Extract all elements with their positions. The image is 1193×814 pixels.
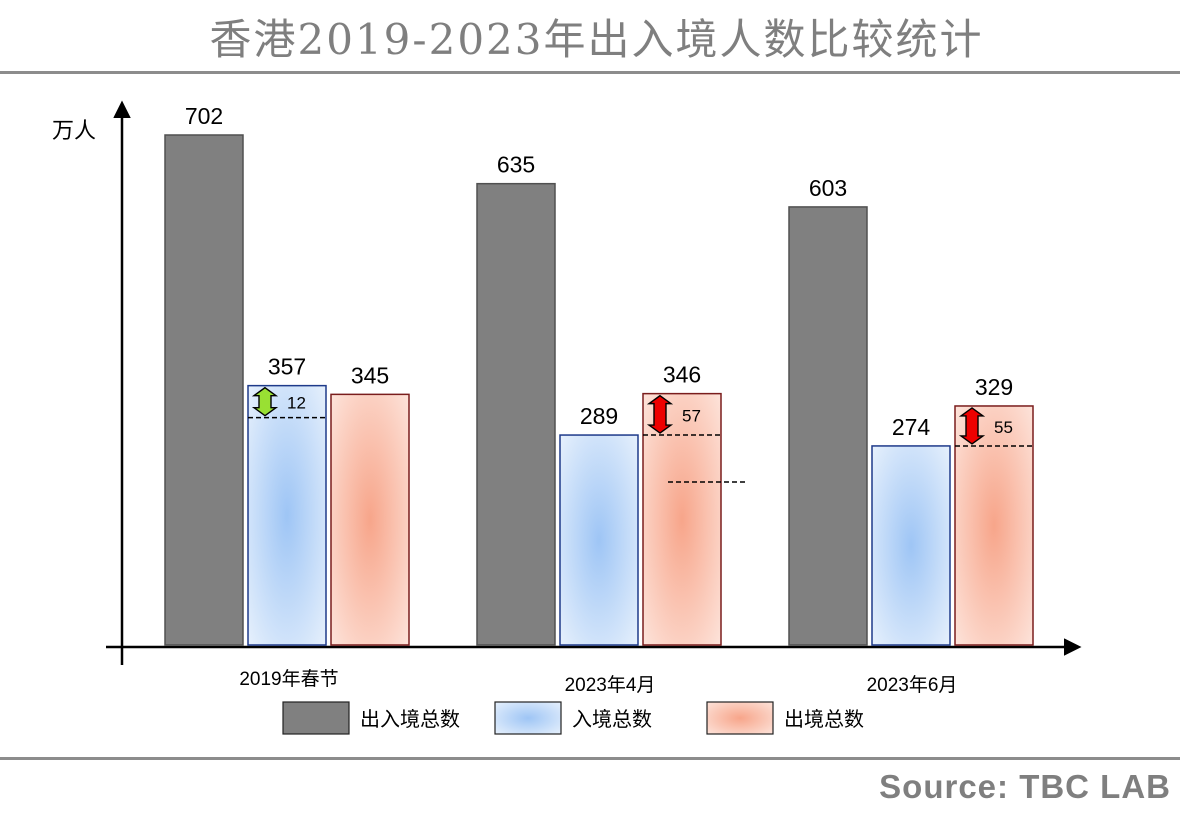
difference-label: 57 <box>682 406 701 425</box>
difference-arrow-icon <box>958 407 986 445</box>
bar-total-2 <box>788 206 868 646</box>
bar-inbound-2 <box>871 445 951 646</box>
source-credit: Source: TBC LAB <box>879 768 1171 805</box>
data-label: 274 <box>892 414 931 440</box>
data-label: 329 <box>975 374 1013 400</box>
legend-label: 出入境总数 <box>360 708 460 731</box>
category-label: 2019年春节 <box>239 668 338 690</box>
data-label: 289 <box>580 403 618 429</box>
legend-swatch <box>494 701 562 735</box>
bar-chart: 万人 702 357 345 635 289 346 603 274 329 12 57 55 20… <box>52 100 1082 735</box>
bar-total-1 <box>476 182 556 646</box>
data-label: 702 <box>185 103 223 129</box>
data-label: 635 <box>497 152 535 178</box>
data-label: 345 <box>351 362 389 388</box>
data-label: 357 <box>268 354 306 380</box>
bar-inbound-1 <box>559 434 639 646</box>
bar-outbound-2 <box>954 405 1034 646</box>
category-label: 2023年6月 <box>867 674 958 696</box>
chart-title: 香港2019-2023年出入境人数比较统计 <box>209 15 984 64</box>
footer-divider <box>0 757 1180 760</box>
difference-arrow-icon <box>251 386 279 417</box>
data-label: 603 <box>809 175 847 201</box>
difference-label: 12 <box>287 394 306 413</box>
difference-label: 55 <box>994 418 1013 437</box>
legend-swatch <box>282 701 350 735</box>
legend-label: 出境总数 <box>784 708 864 731</box>
difference-arrow-icon <box>646 394 674 434</box>
legend-swatch <box>706 701 774 735</box>
bar-outbound-1 <box>642 392 722 646</box>
bar-outbound-0 <box>330 393 410 646</box>
category-label: 2023年4月 <box>565 674 656 696</box>
bar-total-0 <box>164 134 244 646</box>
title-divider <box>0 71 1180 74</box>
data-label: 346 <box>663 362 701 388</box>
y-axis-label: 万人 <box>52 118 96 143</box>
legend-label: 入境总数 <box>572 708 652 731</box>
bar-inbound-0 <box>247 384 327 646</box>
